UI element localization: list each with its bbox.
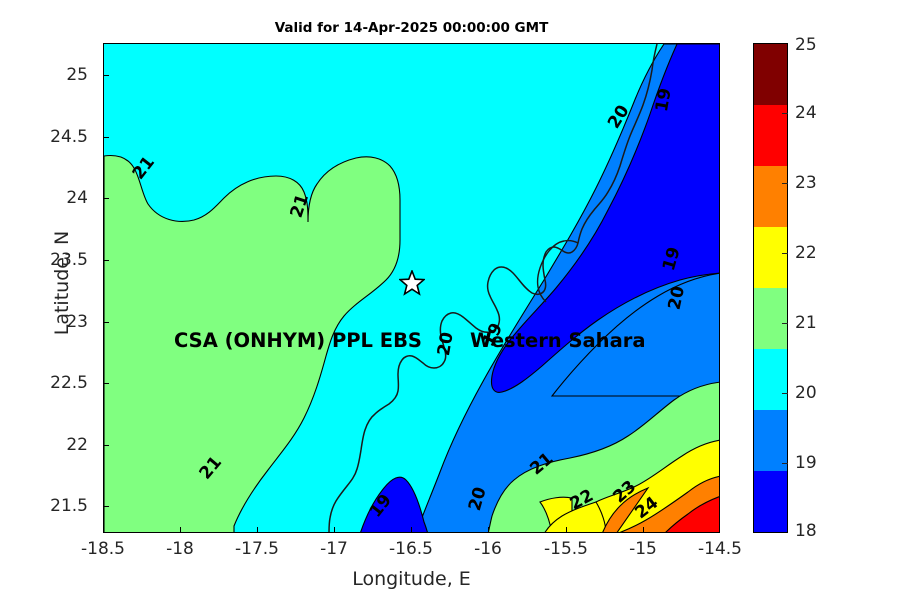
xtick-label: -16.5 (389, 539, 433, 559)
xtick-label: -15.5 (544, 539, 588, 559)
xtick-mark (488, 527, 490, 533)
colorbar-tick-label: 20 (795, 383, 817, 403)
region-18-core (490, 44, 719, 393)
xtick-label: -18.5 (81, 539, 125, 559)
xtick-label: -15 (629, 539, 657, 559)
colorbar-tick-label: 21 (795, 313, 817, 333)
coastline-inlet (536, 239, 579, 303)
xtick-label: -16 (474, 539, 502, 559)
colorbar-tick-label: 18 (795, 521, 817, 541)
ytick-mark (103, 198, 109, 200)
coastline (328, 44, 658, 532)
ytick-mark (103, 445, 109, 447)
colorbar-tick-mark (782, 463, 788, 465)
ytick-mark (103, 75, 109, 77)
xtick-label: -17 (320, 539, 348, 559)
ytick-label: 24.5 (50, 127, 88, 147)
colorbar-tick-label: 19 (795, 453, 817, 473)
ytick-mark (103, 506, 109, 508)
y-axis-label: Latitude, N (51, 230, 73, 336)
xtick-mark (643, 527, 645, 533)
colorbar-band-19-20 (754, 349, 787, 410)
contour-map-svg (104, 44, 719, 532)
xtick-label: -17.5 (235, 539, 279, 559)
xtick-label: -14.5 (698, 539, 742, 559)
ytick-mark (103, 137, 109, 139)
region-24-red (665, 496, 719, 532)
colorbar-tick-mark (782, 113, 788, 115)
colorbar-tick-mark (782, 393, 788, 395)
colorbar[interactable] (753, 43, 788, 533)
xtick-mark (257, 527, 259, 533)
colorbar-band-18-19 (754, 410, 787, 471)
ytick-label: 24 (66, 188, 88, 208)
colorbar-band-23-24 (754, 105, 787, 166)
ytick-mark (103, 322, 109, 324)
colorbar-tick-label: 23 (795, 173, 817, 193)
region-18-pocket (360, 476, 428, 532)
xtick-mark (566, 527, 568, 533)
xtick-mark (180, 527, 182, 533)
colorbar-tick-mark (782, 183, 788, 185)
colorbar-band-22-23 (754, 166, 787, 227)
colorbar-tick-mark (782, 253, 788, 255)
ytick-mark (103, 383, 109, 385)
page-title: Valid for 14-Apr-2025 00:00:00 GMT (274, 20, 549, 36)
ytick-label: 23.5 (50, 250, 88, 270)
contour-map-plot[interactable]: CSA (ONHYM) PPL EBS Western Sahara 21 21… (103, 43, 720, 533)
region-22-yellow-tongue (544, 501, 607, 532)
site-marker-star[interactable] (399, 270, 425, 296)
xtick-label: -18 (166, 539, 194, 559)
region-19-right-notch (550, 272, 719, 397)
ytick-label: 23 (66, 312, 88, 332)
ytick-label: 25 (66, 65, 88, 85)
colorbar-band-24-25 (754, 44, 787, 105)
colorbar-band-21-22 (754, 227, 787, 288)
colorbar-tick-mark (782, 323, 788, 325)
xtick-mark (411, 527, 413, 533)
ytick-label: 22.5 (50, 373, 88, 393)
x-axis-label: Longitude, E (352, 568, 471, 590)
ytick-label: 21.5 (50, 496, 88, 516)
colorbar-band-20-21 (754, 288, 787, 349)
colorbar-tick-label: 22 (795, 243, 817, 263)
ytick-mark (103, 260, 109, 262)
xtick-mark (334, 527, 336, 533)
colorbar-tick-label: 24 (795, 103, 817, 123)
region-21-west (104, 154, 401, 532)
colorbar-tick-label: 25 (795, 35, 817, 55)
ytick-label: 22 (66, 435, 88, 455)
colorbar-band-17-18 (754, 471, 787, 532)
